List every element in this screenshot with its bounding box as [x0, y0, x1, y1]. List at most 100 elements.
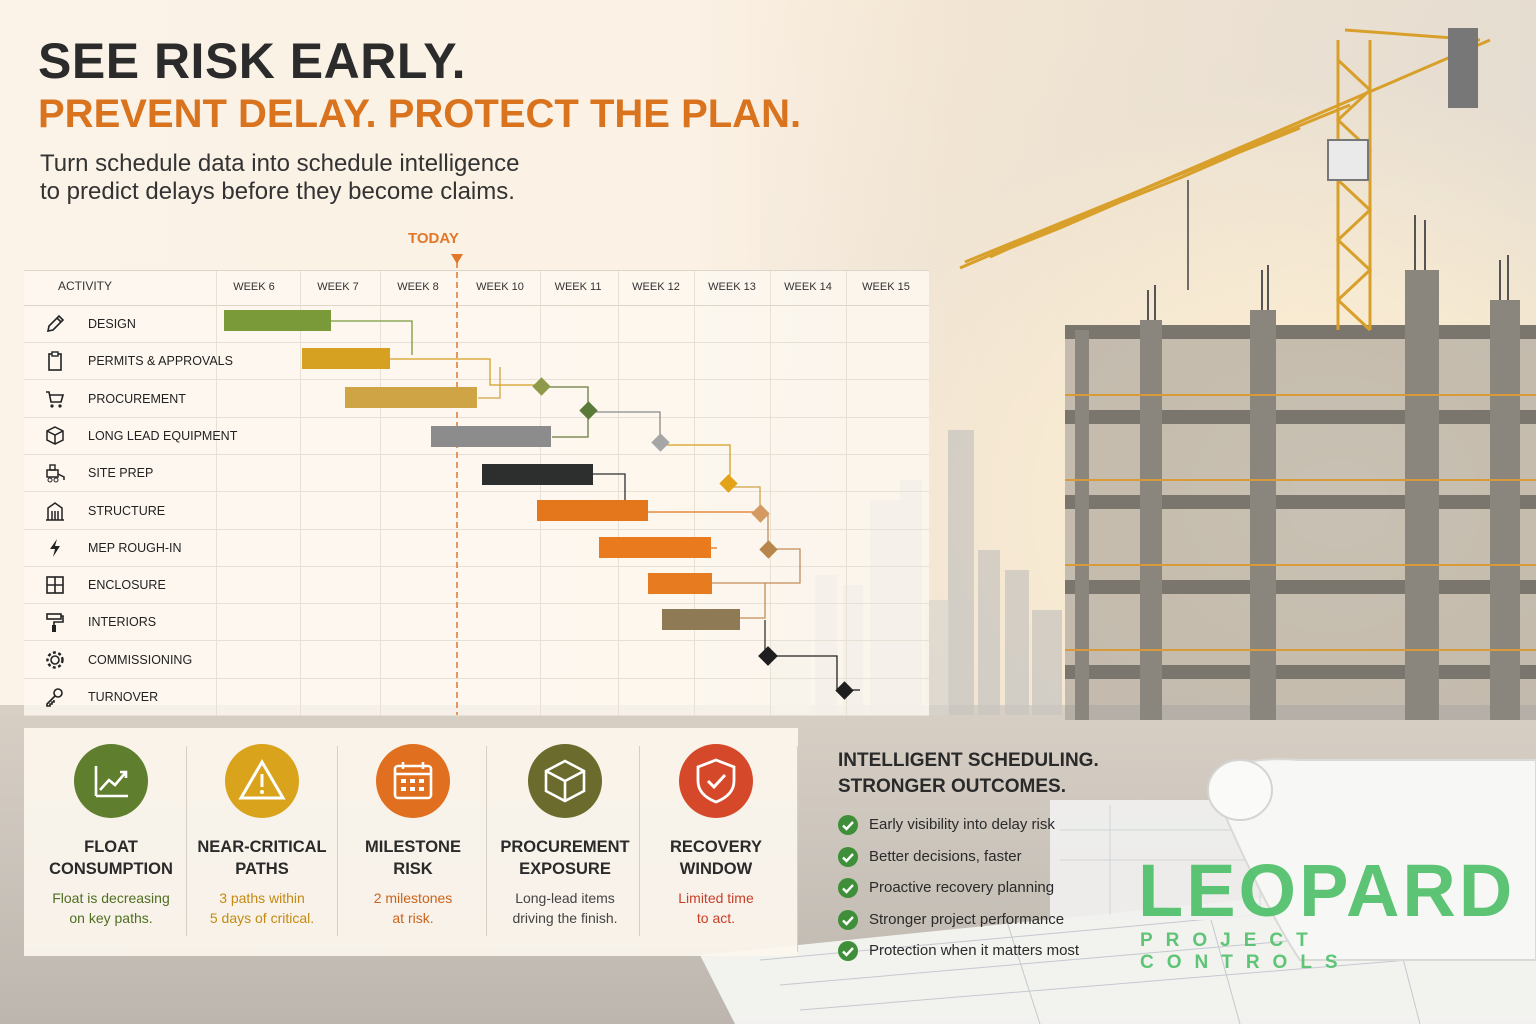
outcome-text: Better decisions, faster [869, 847, 1022, 865]
week-header: WEEK 14 [784, 281, 832, 293]
gantt-bar [224, 310, 331, 331]
gantt-row: COMMISSIONING [24, 641, 929, 679]
milestone-marker [835, 681, 854, 700]
headline-secondary: PREVENT DELAY. PROTECT THE PLAN. [38, 92, 802, 136]
check-circle-icon [838, 941, 858, 961]
gantt-row: ENCLOSURE [24, 566, 929, 605]
window-icon [46, 576, 64, 594]
gantt-row: PERMITS & APPROVALS [24, 342, 929, 381]
outcomes-title-line-2: STRONGER OUTCOMES. [838, 776, 1067, 797]
week-header: WEEK 15 [862, 281, 910, 293]
activity-label: SITE PREP [88, 466, 154, 481]
week-header: WEEK 10 [476, 281, 524, 293]
activity-label: PERMITS & APPROVALS [88, 354, 233, 369]
gantt-header: ACTIVITY WEEK 6 WEEK 7 WEEK 8 WEEK 10 WE… [24, 271, 929, 306]
week-header: WEEK 7 [317, 281, 359, 293]
package-icon [528, 744, 602, 818]
grid-line [216, 271, 217, 715]
check-circle-icon [838, 815, 858, 835]
grid-line [300, 271, 301, 715]
calendar-icon [376, 744, 450, 818]
risk-card: RECOVERY WINDOW Limited time to act. [641, 728, 791, 956]
check-circle-icon [838, 846, 858, 867]
milestone-marker [532, 377, 551, 396]
risk-card: MILESTONE RISK 2 milestones at risk. [338, 728, 488, 956]
card-description: Float is decreasing on key paths. [52, 890, 170, 926]
risk-card: PROCUREMENT EXPOSURE Long-lead items drivin… [490, 728, 640, 956]
gantt-row: INTERIORS [24, 603, 929, 642]
activity-label: ENCLOSURE [88, 578, 166, 593]
card-description: Limited time to act. [678, 890, 754, 926]
gantt-bar [302, 348, 390, 369]
risk-cards-panel: FLOAT CONSUMPTION Float is decreasing on ke… [24, 728, 798, 956]
gantt-row: STRUCTURE [24, 492, 929, 530]
panel-divider [797, 746, 798, 952]
milestone-marker [579, 401, 598, 420]
box-icon [46, 426, 64, 445]
warning-icon [225, 744, 299, 818]
week-header: WEEK 12 [632, 281, 680, 293]
activity-label: DESIGN [88, 317, 136, 331]
key-icon [46, 688, 63, 707]
activity-label: LONG LEAD EQUIPMENT [88, 428, 238, 443]
risk-card: NEAR-CRITICAL PATHS 3 paths within 5 days o… [187, 728, 337, 956]
week-header: WEEK 11 [554, 281, 602, 293]
outcome-text: Early visibility into delay risk [869, 816, 1055, 833]
logo-wordmark: LEOPARD [1138, 849, 1516, 932]
outcomes-title-line-1: INTELLIGENT SCHEDULING. [838, 750, 1099, 771]
check-circle-icon [838, 878, 858, 898]
activity-label: INTERIORS [88, 615, 157, 630]
gantt-bar [482, 464, 593, 485]
gantt-row: MEP ROUGH-IN [24, 529, 929, 567]
building-icon [46, 501, 64, 521]
grid-line [380, 271, 381, 715]
milestones [532, 377, 854, 700]
today-marker-icon [451, 254, 463, 264]
outcome-text: Protection when it matters most [869, 942, 1080, 959]
logo-tagline: PROJECT CONTROLS [1140, 930, 1351, 973]
card-description: 2 milestones at risk. [373, 890, 453, 926]
grid-line [846, 271, 847, 715]
subtitle-line-2: to predict delays before they become cla… [40, 178, 515, 205]
subtitle: Turn schedule data into schedule intelli… [40, 150, 600, 206]
milestone-marker [759, 540, 778, 559]
headline-primary: SEE RISK EARLY. [38, 33, 467, 89]
gantt-bar [648, 573, 712, 594]
clipboard-icon [48, 351, 62, 372]
lightning-icon [50, 538, 60, 557]
gantt-row: DESIGN [24, 305, 929, 343]
card-divider [486, 746, 487, 936]
week-header: WEEK 8 [397, 281, 439, 293]
gantt-row: PROCUREMENT [24, 380, 929, 418]
cart-icon [46, 390, 65, 408]
outcomes-title: INTELLIGENT SCHEDULING. STRONGER OUTCOME… [838, 748, 1099, 800]
gantt-bar [345, 387, 477, 408]
milestone-marker [651, 433, 670, 452]
card-title: FLOAT CONSUMPTION [49, 838, 173, 878]
card-title: NEAR-CRITICAL PATHS [197, 838, 327, 878]
card-title: PROCUREMENT EXPOSURE [500, 838, 630, 878]
dependency-links [331, 320, 860, 691]
activity-label: TURNOVER [88, 690, 159, 704]
activity-header: ACTIVITY [58, 279, 113, 293]
gantt-table: ACTIVITY WEEK 6 WEEK 7 WEEK 8 WEEK 10 WE… [24, 270, 929, 716]
card-description: 3 paths within 5 days of critical. [209, 890, 315, 926]
grid-line [540, 271, 541, 715]
gantt-bar [537, 500, 648, 521]
trend-chart-icon [74, 744, 148, 818]
activity-label: STRUCTURE [88, 503, 166, 518]
activity-label: MEP ROUGH-IN [88, 540, 182, 555]
pencil-icon [46, 314, 65, 333]
shield-check-icon [679, 744, 753, 818]
outcome-text: Stronger project performance [869, 910, 1065, 928]
milestone-marker [758, 646, 778, 666]
gantt-bar [599, 537, 711, 558]
outcome-text: Proactive recovery planning [869, 879, 1055, 896]
activity-label: COMMISSIONING [88, 652, 193, 667]
card-divider [186, 746, 187, 936]
gantt-row: TURNOVER [24, 678, 929, 716]
gantt-bar [431, 426, 551, 447]
gantt-bar [662, 609, 740, 630]
week-header: WEEK 6 [233, 281, 275, 293]
